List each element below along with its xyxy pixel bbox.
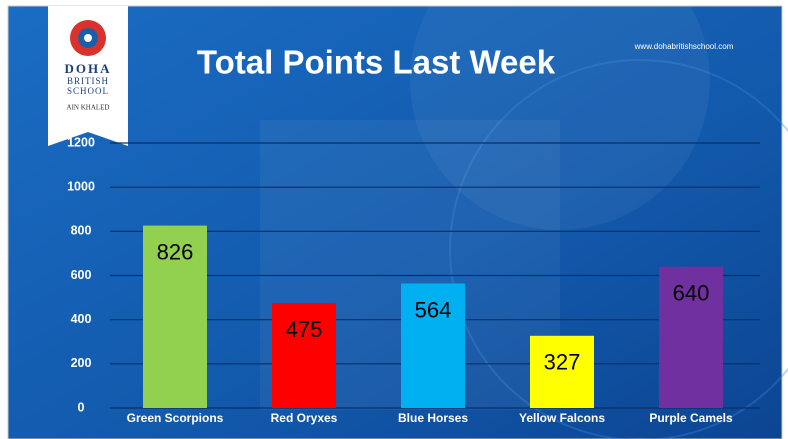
x-tick-label: Blue Horses [398, 411, 468, 425]
slide: DOHA BRITISH SCHOOL AIN KHALED Total Poi… [0, 0, 788, 439]
value-label: 475 [286, 317, 323, 342]
logo-text: DOHA [65, 61, 112, 76]
logo-text: SCHOOL [67, 86, 109, 96]
website: www.dohabritishschool.com [634, 42, 734, 51]
x-tick-label: Yellow Falcons [519, 411, 605, 425]
y-tick-label: 1200 [67, 135, 95, 149]
value-label: 564 [415, 297, 452, 322]
y-tick-label: 600 [71, 268, 92, 282]
y-tick-label: 0 [78, 400, 85, 414]
x-tick-label: Purple Camels [649, 411, 733, 425]
logo-emblem [84, 34, 92, 42]
y-tick-label: 400 [71, 312, 92, 326]
x-tick-label: Green Scorpions [127, 411, 224, 425]
value-label: 640 [673, 280, 710, 305]
logo-text: BRITISH [67, 76, 109, 86]
value-label: 327 [544, 350, 581, 375]
y-tick-label: 800 [71, 224, 92, 238]
value-label: 826 [157, 239, 194, 264]
y-tick-label: 200 [71, 356, 92, 370]
x-tick-label: Red Oryxes [271, 411, 338, 425]
chart-title: Total Points Last Week [197, 44, 556, 81]
logo-text: AIN KHALED [67, 104, 110, 112]
y-tick-label: 1000 [67, 179, 95, 193]
